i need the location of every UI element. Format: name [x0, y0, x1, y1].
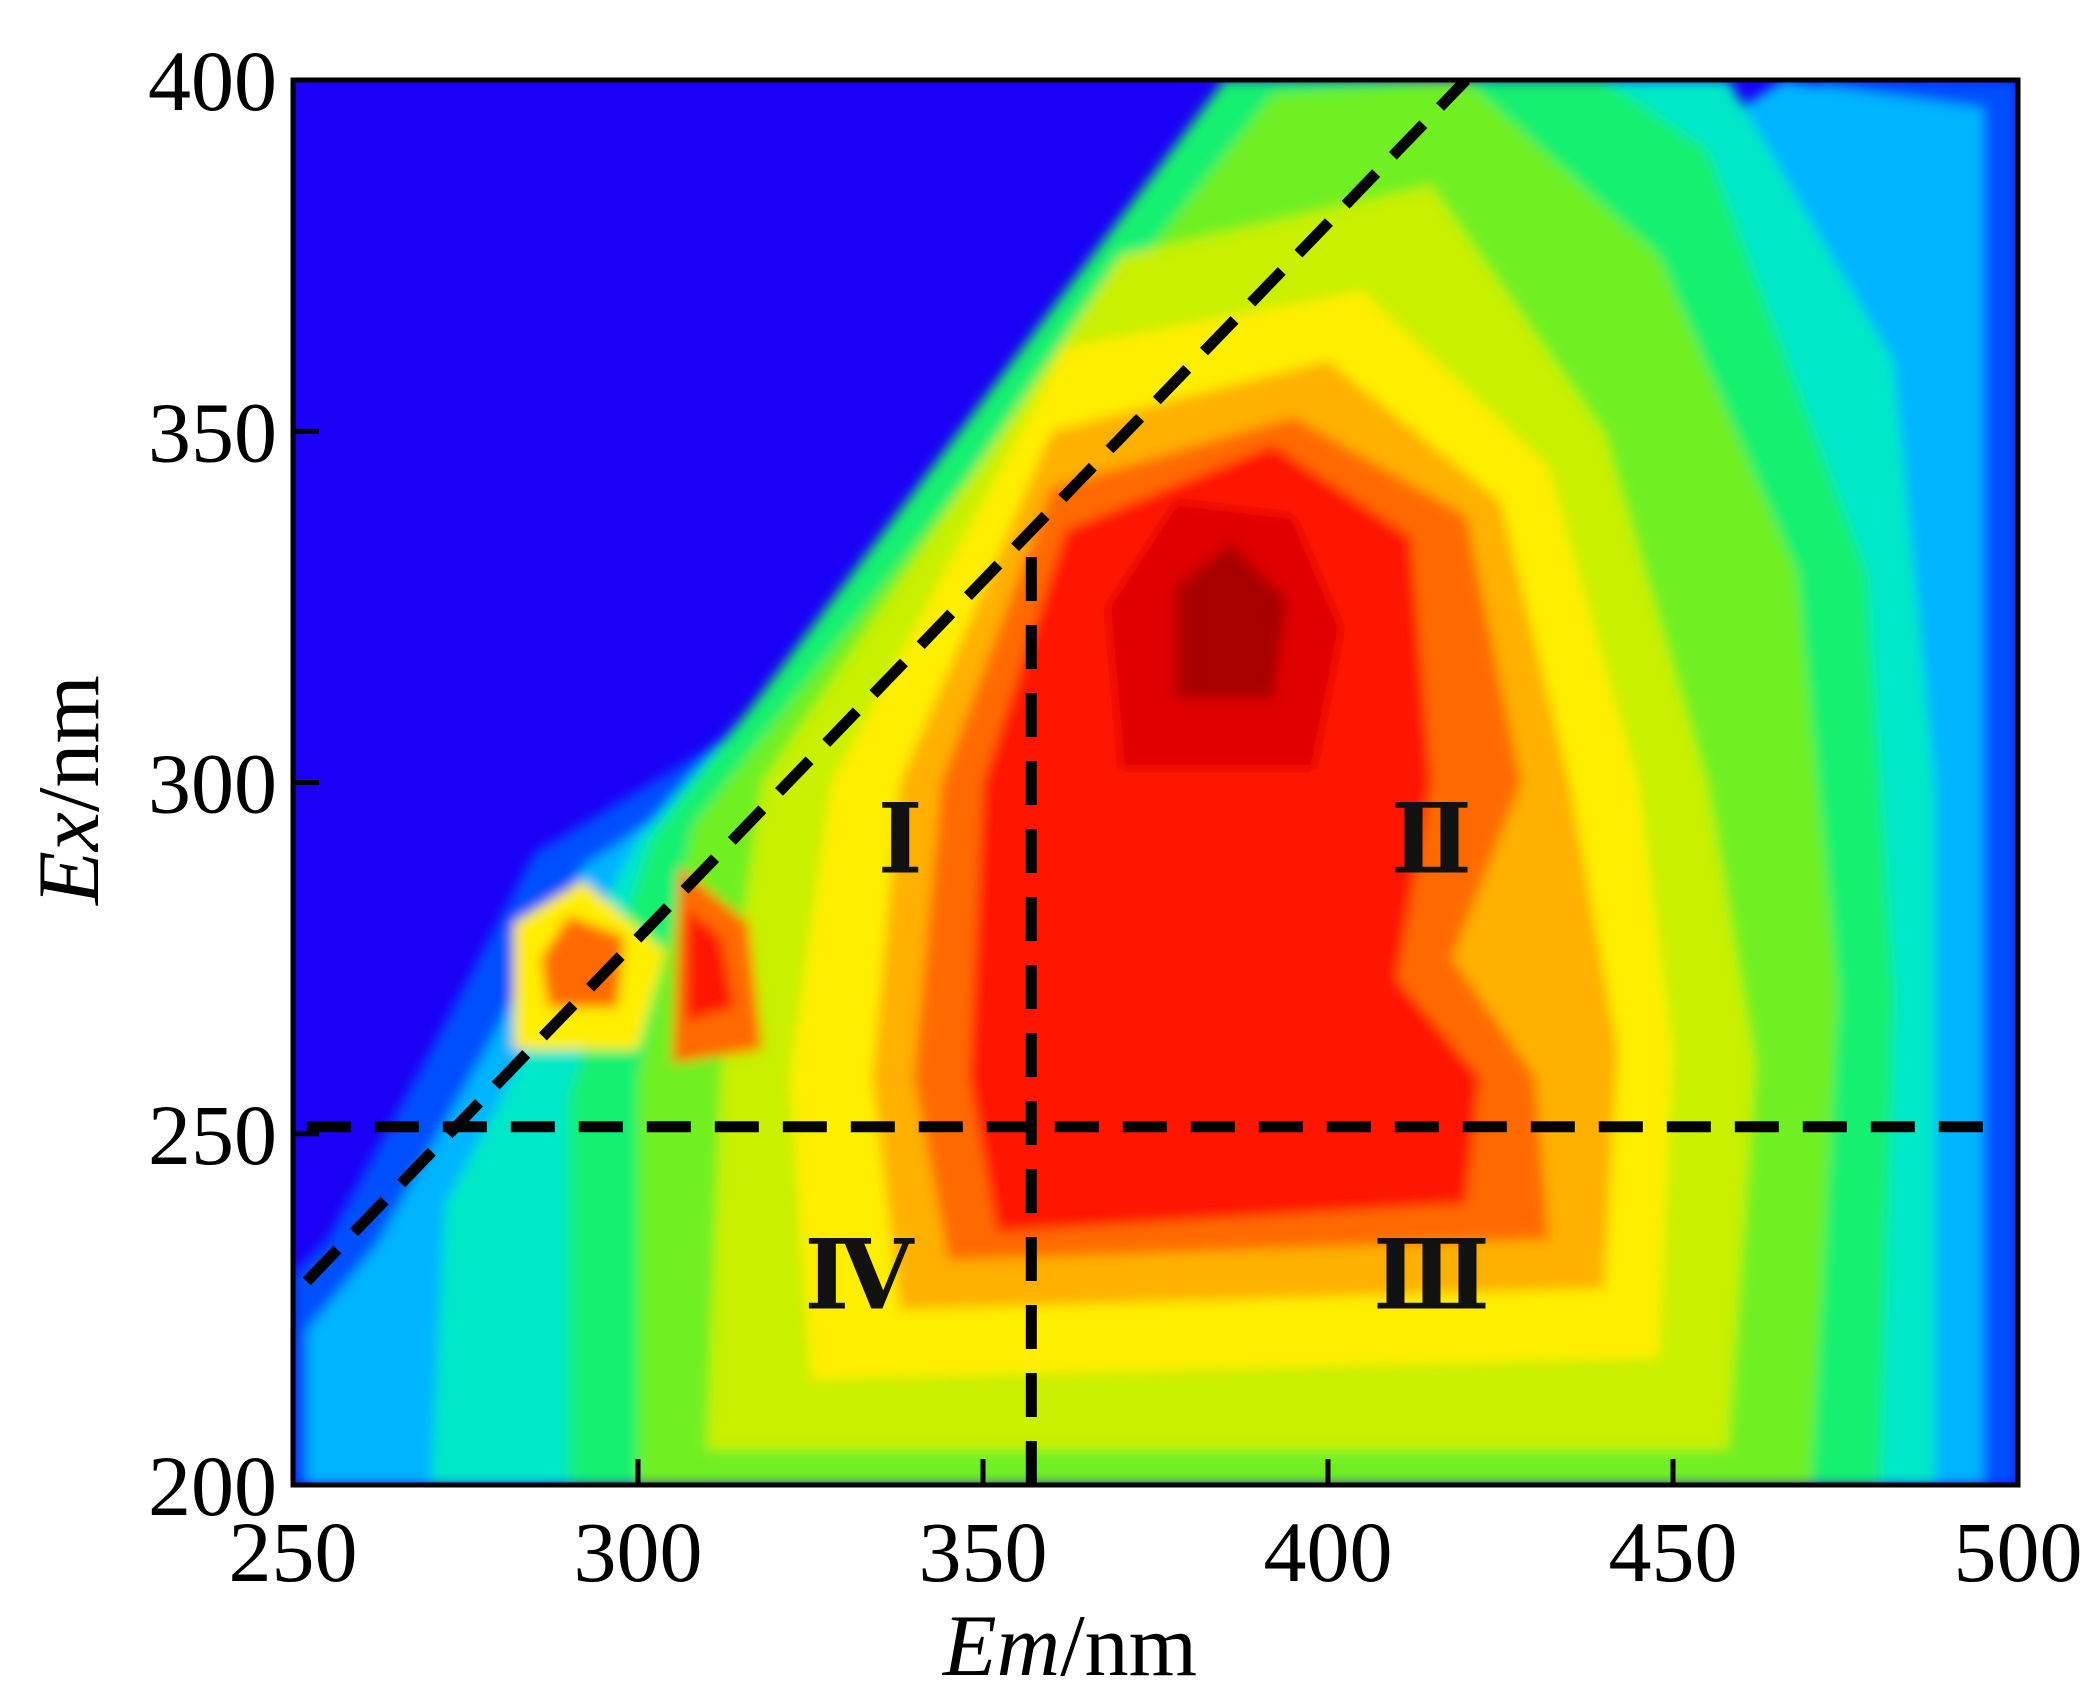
- y-tick-label: 350: [148, 384, 277, 480]
- region-boundary-layer: [302, 80, 1984, 1485]
- contour-level-12: [1176, 543, 1287, 699]
- x-tick-label: 250: [229, 1504, 358, 1600]
- x-tick-label: 350: [919, 1504, 1048, 1600]
- plot-area: Ⅰ Ⅱ Ⅲ Ⅳ: [293, 80, 2018, 1485]
- y-axis-title-unit: /nm: [21, 675, 118, 812]
- contour-fill-layer: [293, 80, 2018, 1485]
- x-tick-label: 300: [574, 1504, 703, 1600]
- y-axis-ticks: 200 250 300 350 400: [148, 33, 319, 1534]
- region-label-4: Ⅳ: [804, 1222, 915, 1329]
- region-label-2: Ⅱ: [1391, 787, 1472, 894]
- contour-minor-peak-b-inner: [686, 909, 735, 1022]
- y-tick-label: 200: [148, 1438, 277, 1534]
- x-tick-label: 450: [1609, 1504, 1738, 1600]
- contour-minor-peak-a-inner: [541, 916, 625, 1008]
- x-axis-title: Em/nm: [941, 1598, 1197, 1695]
- region-label-layer: Ⅰ Ⅱ Ⅲ Ⅳ: [804, 787, 1490, 1330]
- x-axis-ticks: 250 300 350 400 450 500: [229, 1459, 2083, 1600]
- x-axis-title-variable: Em: [941, 1598, 1060, 1695]
- y-tick-label: 400: [148, 33, 277, 129]
- y-axis-title-variable: Ex: [21, 812, 118, 907]
- x-axis-title-unit: /nm: [1060, 1598, 1197, 1695]
- region-label-1: Ⅰ: [878, 787, 923, 894]
- region-label-3: Ⅲ: [1373, 1222, 1490, 1329]
- y-tick-label: 250: [148, 1087, 277, 1183]
- x-tick-label: 500: [1954, 1504, 2083, 1600]
- y-axis-title: Ex/nm: [21, 675, 118, 907]
- x-tick-label: 400: [1264, 1504, 1393, 1600]
- boundary-line-diagonal: [302, 80, 1470, 1286]
- contour-level-10: [969, 445, 1480, 1233]
- y-tick-label: 300: [148, 736, 277, 832]
